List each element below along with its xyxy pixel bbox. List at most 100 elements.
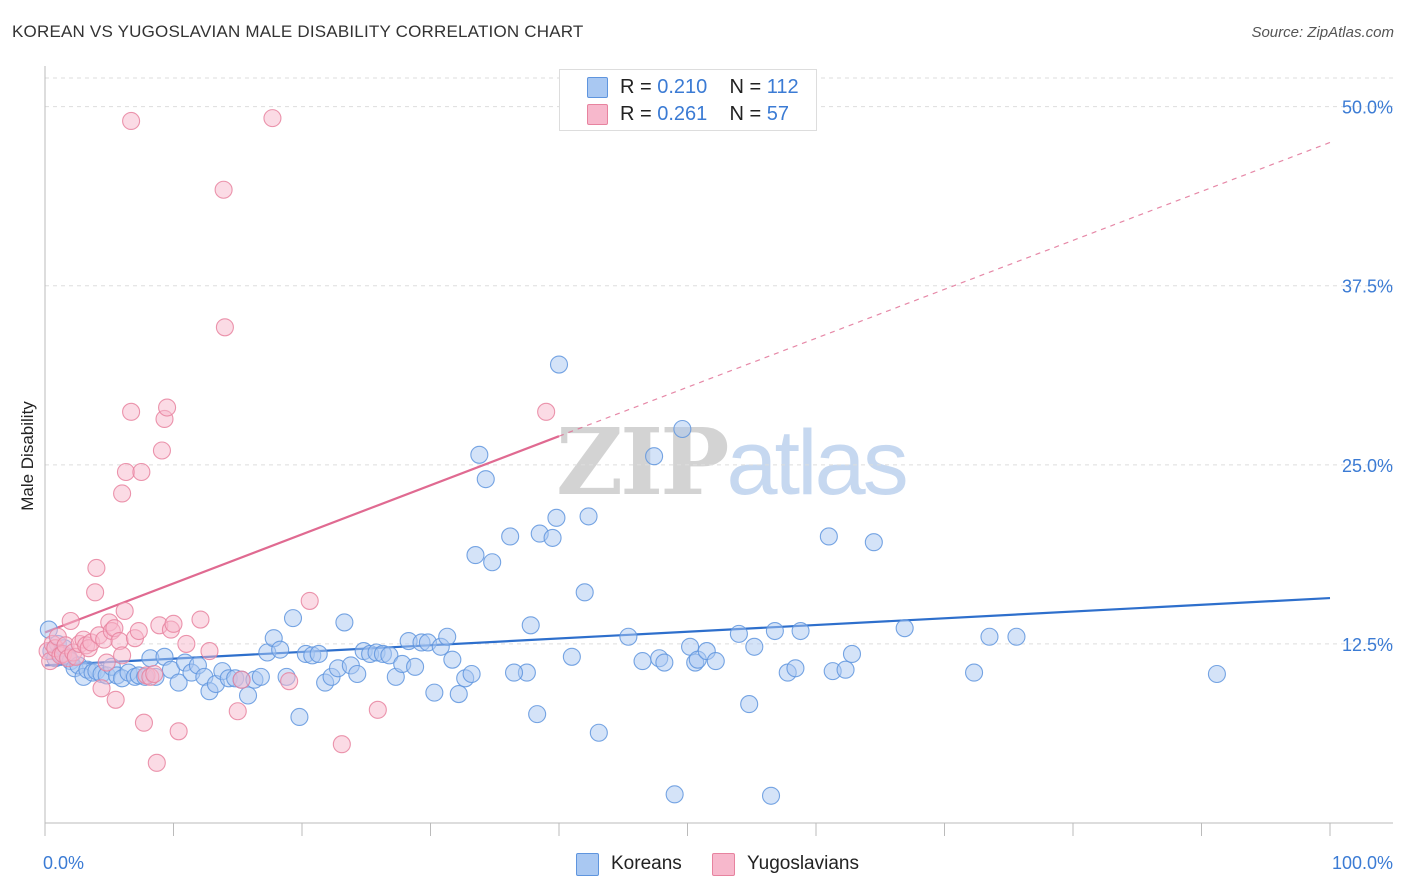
yugoslavian-point (152, 441, 171, 460)
korean-point (836, 660, 855, 679)
korean-point (406, 657, 425, 676)
korean-point (761, 786, 781, 805)
korean-point (791, 621, 810, 641)
legend-swatch-yugoslavians (587, 104, 608, 125)
y-tick-label: 25.0% (1342, 456, 1393, 476)
x-tick-label: 100.0% (1332, 853, 1393, 873)
korean-point (562, 647, 581, 666)
series-legend: Koreans Yugoslavians (0, 850, 1406, 878)
yugoslavian-point (228, 702, 247, 721)
yugoslavian-point (134, 713, 153, 732)
yugoslavian-point (169, 722, 188, 741)
yugoslavian-point (132, 462, 151, 482)
x-tick-label: 0.0% (43, 853, 84, 873)
yugoslavian-point (158, 398, 177, 417)
chart-title: KOREAN VS YUGOSLAVIAN MALE DISABILITY CO… (12, 22, 584, 41)
correlation-legend: R = 0.210 N = 112 R = 0.261 N = 57 (559, 69, 817, 131)
source-label: Source: ZipAtlas.com (1251, 24, 1394, 41)
yugoslavian-point (129, 621, 148, 641)
yugoslavian-point (164, 614, 183, 633)
korean-point (470, 445, 489, 464)
korean-point (348, 664, 367, 684)
legend-label-yugoslavians: Yugoslavians (747, 853, 859, 874)
watermark-zip: ZIP (556, 408, 729, 516)
korean-point (745, 637, 764, 656)
korean-point (380, 646, 399, 665)
korean-point (819, 527, 838, 546)
korean-point (251, 667, 270, 686)
korean-point (619, 627, 638, 646)
yugoslavian-point (191, 610, 210, 629)
yugoslavian-point (122, 111, 141, 131)
korean-point (309, 644, 328, 663)
korean-point (1207, 664, 1226, 684)
legend-swatch-koreans-bottom (576, 852, 599, 876)
korean-point (729, 624, 748, 643)
legend-item-koreans[interactable]: Koreans (576, 850, 682, 878)
yugoslavian-point (263, 109, 282, 128)
yugoslavian-point (147, 753, 166, 772)
trend-lines (44, 141, 1331, 667)
y-tick-label: 12.5% (1342, 635, 1393, 655)
legend-stats-koreans: R = 0.210 N = 112 (620, 75, 799, 98)
yugoslavian-point (61, 611, 80, 631)
yugoslavian-point (113, 484, 132, 503)
axes (44, 66, 1393, 836)
korean-point (466, 546, 485, 565)
yugoslavian-point (332, 735, 351, 754)
legend-swatch-yugoslavians-bottom (712, 852, 735, 876)
korean-point (895, 619, 914, 638)
korean-point (438, 627, 457, 646)
yugoslavian-trend-extension (558, 141, 1331, 437)
korean-point (1007, 627, 1026, 646)
y-tick-label: 37.5% (1342, 277, 1393, 297)
korean-point (501, 527, 520, 546)
yugoslavian-point (200, 642, 219, 661)
yugoslavian-point (537, 402, 556, 421)
korean-point (449, 685, 468, 704)
korean-point (476, 470, 495, 489)
yugoslavian-point (214, 180, 233, 199)
yugoslavian-trend-line (44, 435, 560, 634)
korean-point (579, 507, 598, 526)
korean-point (528, 705, 547, 724)
yugoslavian-point (113, 646, 132, 665)
korean-point (842, 644, 862, 663)
korean-point (549, 355, 569, 374)
korean-point (740, 695, 759, 714)
watermark-atlas: atlas (726, 412, 908, 514)
korean-point (864, 533, 883, 552)
watermark: ZIPatlas (556, 408, 909, 516)
legend-stats-yugoslavians: R = 0.261 N = 57 (620, 102, 790, 125)
yugoslavian-point (87, 558, 106, 578)
korean-point (443, 650, 462, 669)
korean-point (547, 508, 566, 527)
yugoslavian-point (122, 402, 141, 421)
korean-point (665, 785, 684, 804)
korean-point (980, 627, 999, 646)
legend-item-yugoslavians[interactable]: Yugoslavians (712, 850, 859, 878)
yugoslavian-point (232, 670, 251, 689)
korean-point (655, 653, 674, 672)
tick-labels: 12.5% 25.0% 37.5% 50.0% 0.0% 100.0% (43, 98, 1393, 873)
korean-point (765, 621, 784, 641)
korean-point (462, 664, 481, 684)
yugoslavian-point (106, 690, 125, 709)
yugoslavian-point (116, 462, 136, 482)
yugoslavian-point (92, 679, 111, 698)
yugoslavian-point (368, 700, 387, 719)
korean-point (673, 419, 692, 439)
korean-point (786, 659, 805, 678)
korean-point (504, 663, 524, 682)
korean-point (238, 686, 258, 705)
korean-point (589, 723, 608, 742)
korean-point (706, 652, 725, 671)
korean-point (543, 528, 562, 547)
legend-label-koreans: Koreans (611, 853, 682, 874)
korean-point (483, 553, 502, 572)
data-points (38, 109, 1226, 805)
yugoslavian-point (215, 318, 234, 337)
korean-point (169, 673, 188, 692)
korean-point (271, 640, 290, 659)
